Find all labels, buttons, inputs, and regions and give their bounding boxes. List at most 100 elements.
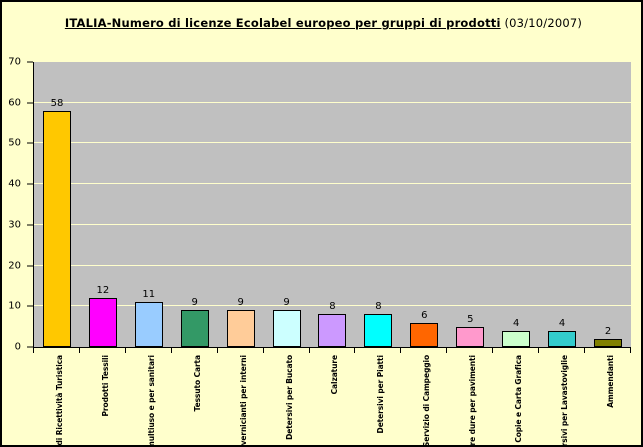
bar[interactable] xyxy=(364,314,393,347)
y-axis-tick-mark xyxy=(27,142,33,144)
x-axis-tick-mark xyxy=(124,347,126,353)
bar-value-label: 9 xyxy=(237,297,244,309)
y-axis-tick-label: 10 xyxy=(8,300,21,312)
x-axis-tick-mark xyxy=(400,347,402,353)
gridline xyxy=(34,223,631,225)
y-axis-tick-label: 30 xyxy=(8,219,21,231)
bar[interactable] xyxy=(318,314,347,347)
bar-slot: 6 xyxy=(401,62,447,347)
x-axis-label-slot: Ammendanti xyxy=(584,353,630,445)
x-axis-tick-label: Tessuto Carta xyxy=(192,355,202,412)
y-axis-tick-mark xyxy=(27,305,33,307)
x-axis-label-slot: Servizio di Ricettività Turistica xyxy=(33,353,79,447)
bar-slot: 4 xyxy=(539,62,585,347)
x-axis-tick-mark xyxy=(492,347,494,353)
chart-title: ITALIA-Numero di licenze Ecolabel europe… xyxy=(2,16,641,30)
bar[interactable] xyxy=(42,110,71,347)
x-axis-tick-mark xyxy=(262,347,264,353)
x-axis-label-slot: Detersivi per Piatti xyxy=(354,353,400,445)
x-axis-label-slot: Detersivi per Lavastoviglie xyxy=(538,353,584,445)
bar[interactable] xyxy=(502,330,531,347)
bar-value-label: 8 xyxy=(375,301,382,313)
bar-slot: 12 xyxy=(80,62,126,347)
bar-slot: 9 xyxy=(218,62,264,347)
y-axis-tick-mark xyxy=(27,346,33,348)
y-axis-tick-label: 40 xyxy=(8,178,21,190)
bar[interactable] xyxy=(272,310,301,347)
bar-value-label: 4 xyxy=(558,317,566,329)
bar[interactable] xyxy=(180,310,209,347)
x-axis-label-slot: Carta per Copie e Carta Grafica xyxy=(492,353,538,447)
x-axis-tick-mark xyxy=(33,347,34,353)
bar[interactable] xyxy=(594,338,623,347)
bar[interactable] xyxy=(134,302,163,347)
x-axis-tick-label: Coperture dure per pavimenti xyxy=(468,355,478,447)
bar-value-label: 12 xyxy=(96,285,110,297)
y-axis-tick-mark xyxy=(27,224,33,226)
bar-value-label: 8 xyxy=(329,301,336,313)
x-axis-tick-mark xyxy=(78,347,80,353)
x-axis-label-slot: Coperture dure per pavimenti xyxy=(446,353,492,447)
bar-slot: 9 xyxy=(264,62,310,347)
plot-area: 58 12 11 9 9 9 8 8 6 5 4 4 2 xyxy=(33,61,631,348)
gridline xyxy=(34,142,631,144)
x-axis-tick-label: Calzature xyxy=(330,355,340,395)
bar-slot: 4 xyxy=(493,62,539,347)
bar-slot: 8 xyxy=(310,62,356,347)
x-axis: Servizio di Ricettività Turistica Prodott… xyxy=(33,347,631,447)
x-axis-tick-label: Prodotti Tessili xyxy=(100,355,110,417)
gridline xyxy=(34,305,631,307)
gridline xyxy=(34,61,631,62)
bar-value-label: 9 xyxy=(283,297,290,309)
y-axis: 0 10 20 30 40 50 60 70 xyxy=(2,52,33,353)
y-axis-tick-mark xyxy=(27,102,33,104)
x-axis-tick-label: Detergenti multiuso e per sanitari xyxy=(146,355,156,447)
bar-slot: 5 xyxy=(447,62,493,347)
bar-slot: 9 xyxy=(172,62,218,347)
x-axis-tick-mark xyxy=(170,347,172,353)
x-axis-label-slot: Prodotti vernicianti per interni xyxy=(217,353,263,447)
x-axis-label-slot: Tessuto Carta xyxy=(171,353,217,445)
bar-value-label: 6 xyxy=(421,309,428,321)
y-axis-tick-mark xyxy=(27,183,33,185)
bar[interactable] xyxy=(456,326,485,347)
x-axis-label-slot: Servizio di Campeggio xyxy=(400,353,446,447)
x-axis-label-slot: Prodotti Tessili xyxy=(79,353,125,445)
bar-slot: 11 xyxy=(126,62,172,347)
x-axis-tick-label: Servizio di Ricettività Turistica xyxy=(54,355,64,447)
x-axis-tick-label: Detersivi per Piatti xyxy=(376,355,386,434)
x-axis-tick-label: Carta per Copie e Carta Grafica xyxy=(514,355,524,447)
x-axis-label-slot: Detergenti multiuso e per sanitari xyxy=(125,353,171,447)
x-axis-tick-mark xyxy=(308,347,310,353)
gridline xyxy=(34,101,631,103)
bar[interactable] xyxy=(548,330,577,347)
x-axis-tick-mark xyxy=(446,347,448,353)
gridline xyxy=(34,264,631,266)
gridline xyxy=(34,183,631,185)
bar[interactable] xyxy=(226,310,255,347)
x-axis-tick-mark xyxy=(538,347,540,353)
y-axis-tick-mark xyxy=(27,61,33,63)
x-axis-label-slot: Calzature xyxy=(309,353,355,445)
x-axis-tick-label: Detersivi per Bucato xyxy=(284,355,294,440)
y-axis-tick-label: 70 xyxy=(8,56,21,68)
y-axis-tick-label: 60 xyxy=(8,97,21,109)
bar-value-label: 4 xyxy=(512,317,520,329)
x-axis-tick-label: Prodotti vernicianti per interni xyxy=(238,355,248,447)
x-axis-tick-mark xyxy=(630,347,631,353)
chart-title-main: ITALIA-Numero di licenze Ecolabel europe… xyxy=(64,16,501,30)
x-axis-label-slot: Detersivi per Bucato xyxy=(263,353,309,445)
bar-value-label: 58 xyxy=(50,97,64,109)
y-axis-tick-label: 50 xyxy=(8,137,21,149)
y-axis-tick-label: 20 xyxy=(8,260,21,272)
x-axis-tick-mark xyxy=(216,347,218,353)
bar[interactable] xyxy=(410,322,439,347)
bar-slot: 8 xyxy=(355,62,401,347)
bar[interactable] xyxy=(88,298,117,347)
bar-slot: 2 xyxy=(585,62,631,347)
x-axis-tick-label: Servizio di Campeggio xyxy=(422,355,432,447)
x-axis-tick-label: Ammendanti xyxy=(606,355,616,408)
x-axis-tick-mark xyxy=(354,347,356,353)
bar-slot: 58 xyxy=(34,62,80,347)
